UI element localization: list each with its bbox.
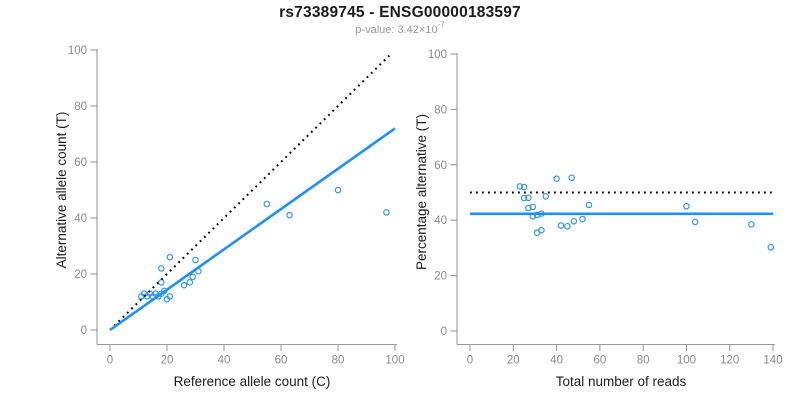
x-tick-label: 60 [593, 355, 606, 367]
x-tick-label: 80 [332, 355, 345, 367]
y-tick-label: 100 [68, 45, 87, 57]
x-tick-label: 20 [161, 355, 174, 367]
y-tick-label: 0 [441, 326, 447, 338]
data-point [192, 256, 199, 264]
data-point [525, 204, 532, 212]
data-point [570, 218, 578, 225]
x-tick-label: 140 [763, 355, 782, 367]
data-points [138, 186, 390, 303]
y-tick-label: 100 [428, 49, 447, 61]
y-tick-label: 0 [81, 325, 87, 337]
data-point [767, 244, 775, 251]
chart-subtitle: p-value: 3.42×10-7 [0, 21, 800, 36]
fit-line [109, 127, 396, 332]
x-tick-label: 80 [637, 355, 650, 367]
x-tick-label: 20 [507, 355, 520, 367]
y-tick-label: 40 [74, 213, 87, 225]
data-point [180, 281, 188, 289]
y-tick-label: 20 [434, 271, 447, 283]
data-point [529, 203, 537, 211]
data-point [286, 211, 293, 219]
x-axis-title: Reference allele count (C) [174, 374, 331, 389]
allele-counts-panel: 0 20 40 60 80 100 0 20 40 60 80 100 Reference allele… [54, 45, 405, 389]
data-point [683, 203, 690, 210]
x-tick-label: 100 [677, 355, 696, 367]
data-point [520, 183, 528, 191]
data-point [585, 201, 593, 209]
x-tick-label: 0 [467, 355, 473, 367]
y-tick-label: 60 [74, 157, 87, 169]
axes [450, 53, 775, 351]
x-tick-label: 0 [107, 355, 113, 367]
data-point [553, 175, 560, 182]
y-tick-label: 80 [434, 104, 447, 116]
tick-labels: 0 20 40 60 80 100 120 140 0 20 40 60 80 100 [428, 49, 783, 367]
y-tick-label: 60 [434, 160, 447, 172]
x-tick-label: 120 [720, 355, 739, 367]
p-value-text: p-value: 3.42×10 [355, 24, 438, 36]
tick-labels: 0 20 40 60 80 100 0 20 40 60 80 100 [68, 45, 405, 367]
x-tick-label: 100 [385, 355, 404, 367]
x-tick-label: 40 [550, 355, 563, 367]
x-axis-title: Total number of reads [556, 374, 687, 389]
data-points [516, 174, 775, 251]
data-point [166, 293, 174, 300]
data-point [579, 215, 586, 223]
data-point [568, 174, 575, 182]
p-value-exponent: -7 [437, 20, 445, 30]
data-point [542, 193, 550, 200]
data-point [189, 273, 196, 281]
data-point [564, 223, 571, 230]
data-point [186, 279, 194, 286]
data-point [520, 194, 528, 202]
data-point [525, 194, 532, 202]
data-point [263, 200, 271, 208]
data-point [383, 209, 390, 216]
page-title: rs73389745 - ENSG00000183597 [279, 4, 521, 21]
y-tick-label: 40 [434, 215, 447, 227]
y-axis-title: Percentage alternative (T) [414, 114, 429, 270]
axis-titles: Total number of reads Percentage alternat… [414, 114, 687, 389]
data-point [691, 218, 699, 226]
x-tick-label: 60 [275, 355, 288, 367]
data-point [516, 183, 524, 190]
identity-line [109, 54, 391, 331]
y-tick-label: 80 [74, 101, 87, 113]
data-point [166, 253, 174, 261]
data-point [334, 186, 342, 194]
data-point [557, 222, 565, 229]
y-tick-label: 20 [74, 269, 87, 281]
data-point [158, 265, 165, 272]
data-point [158, 279, 165, 286]
y-axis-title: Alternative allele count (T) [54, 112, 69, 269]
data-point [538, 226, 545, 234]
axes [90, 49, 397, 351]
axis-titles: Reference allele count (C) Alternative al… [54, 112, 330, 389]
x-tick-label: 40 [218, 355, 231, 367]
data-point [748, 221, 755, 228]
